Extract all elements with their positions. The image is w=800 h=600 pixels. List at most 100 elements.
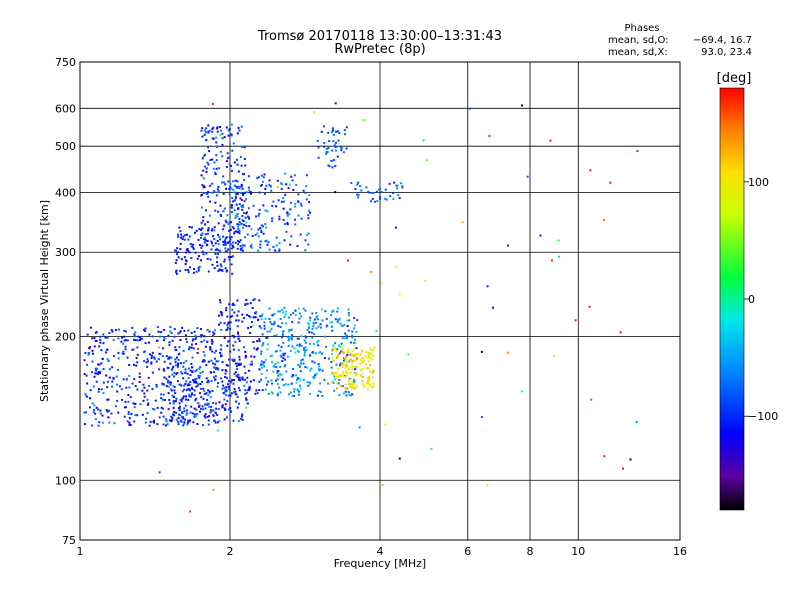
data-point: [209, 411, 212, 414]
data-point: [202, 253, 205, 256]
data-point: [218, 401, 221, 404]
data-point: [224, 403, 227, 406]
data-point: [195, 408, 198, 411]
data-point: [305, 198, 308, 201]
data-point: [333, 372, 335, 375]
data-point: [258, 191, 261, 194]
data-point: [226, 328, 229, 331]
data-point: [245, 198, 248, 201]
data-point: [106, 358, 109, 361]
data-point: [121, 352, 124, 355]
data-point: [370, 270, 373, 273]
data-point: [212, 137, 215, 140]
data-point: [424, 280, 427, 283]
data-point: [222, 384, 225, 387]
data-point: [162, 369, 165, 372]
data-point: [197, 255, 200, 258]
data-point: [373, 346, 376, 349]
data-point: [355, 347, 358, 350]
data-point: [111, 330, 114, 333]
data-point: [236, 192, 239, 195]
data-point: [603, 219, 605, 222]
data-point: [226, 400, 229, 403]
data-point: [297, 321, 300, 324]
data-point: [238, 376, 241, 379]
data-point: [381, 484, 384, 486]
data-point: [250, 192, 252, 195]
data-point: [290, 175, 293, 178]
data-point: [162, 383, 165, 386]
data-point: [133, 338, 135, 341]
data-point: [208, 129, 211, 132]
y-axis-label: Stationary phase Virtual Height [km]: [38, 200, 51, 402]
data-point: [282, 352, 285, 355]
data-point: [603, 455, 606, 458]
data-point: [304, 346, 307, 349]
data-point: [105, 409, 108, 412]
data-point: [351, 365, 354, 368]
data-point: [230, 187, 233, 190]
data-point: [245, 398, 248, 401]
data-point: [240, 415, 243, 418]
data-point: [201, 193, 204, 196]
data-point: [313, 111, 316, 114]
data-point: [209, 258, 212, 261]
data-point: [302, 307, 305, 310]
data-point: [175, 418, 178, 421]
data-point: [311, 336, 314, 339]
data-point: [89, 397, 91, 400]
data-point: [236, 368, 239, 370]
data-point: [344, 332, 346, 335]
data-point: [339, 345, 342, 348]
data-point: [369, 364, 372, 367]
data-point: [285, 230, 288, 233]
data-point: [347, 351, 350, 354]
data-point: [249, 331, 251, 334]
data-point: [225, 386, 228, 389]
data-point: [369, 357, 372, 360]
data-point: [269, 185, 272, 188]
data-point: [177, 423, 180, 426]
data-point: [240, 185, 243, 188]
data-point: [361, 357, 364, 359]
data-point: [230, 221, 232, 224]
data-point: [226, 344, 229, 347]
data-point: [356, 319, 359, 322]
data-point: [636, 150, 639, 152]
data-point: [151, 335, 154, 338]
data-point: [176, 251, 179, 254]
data-point: [143, 330, 146, 332]
data-point: [407, 353, 410, 356]
data-point: [350, 383, 353, 386]
data-point: [243, 244, 246, 247]
data-point: [333, 375, 336, 378]
data-point: [263, 361, 266, 364]
data-point: [241, 249, 244, 252]
data-point: [207, 389, 210, 392]
data-point: [344, 390, 347, 393]
data-point: [86, 382, 89, 385]
data-point: [212, 409, 215, 412]
data-point: [225, 389, 228, 392]
data-point: [139, 403, 142, 406]
data-point: [250, 243, 253, 246]
data-point: [106, 410, 109, 413]
data-point: [245, 381, 248, 384]
data-point: [194, 231, 196, 234]
data-point: [216, 145, 219, 148]
data-point: [203, 185, 206, 188]
data-point: [95, 369, 97, 372]
data-point: [619, 331, 622, 334]
data-point: [299, 387, 302, 390]
data-point: [184, 269, 187, 271]
data-point: [190, 362, 193, 365]
data-point: [258, 389, 261, 392]
data-point: [312, 321, 315, 324]
data-point: [129, 424, 132, 426]
data-point: [285, 310, 287, 313]
data-point: [175, 356, 178, 359]
data-point: [99, 412, 102, 415]
data-point: [220, 265, 223, 268]
data-point: [229, 394, 232, 397]
data-point: [315, 327, 318, 330]
